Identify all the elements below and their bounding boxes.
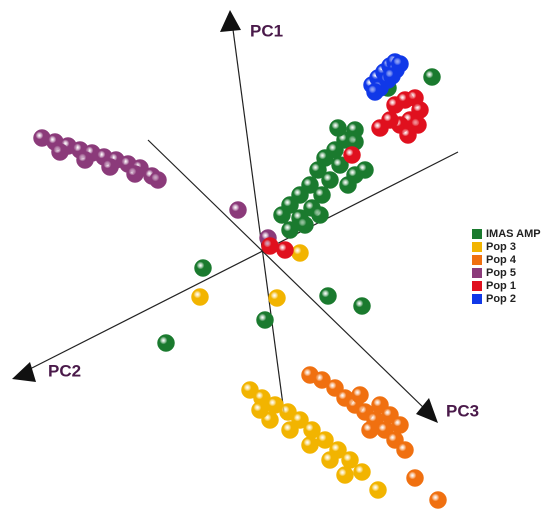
data-point [76, 151, 94, 169]
legend-swatch [472, 294, 482, 304]
data-point [301, 436, 319, 454]
pc2-label: PC2 [48, 361, 81, 380]
data-point [268, 289, 286, 307]
data-point [423, 68, 441, 86]
axes [23, 21, 459, 421]
legend-swatch [472, 281, 482, 291]
data-point [371, 119, 389, 137]
data-point [101, 158, 119, 176]
data-point [331, 156, 349, 174]
data-point [369, 481, 387, 499]
pc2-arrow [12, 362, 36, 382]
data-point [157, 334, 175, 352]
data-point [353, 463, 371, 481]
pc1-arrow [220, 10, 241, 32]
data-point [296, 216, 314, 234]
legend-label: Pop 4 [486, 254, 517, 266]
data-point [396, 441, 414, 459]
data-point [126, 165, 144, 183]
pc1-label: PC1 [250, 21, 283, 40]
legend-swatch [472, 229, 482, 239]
data-point [149, 171, 167, 189]
data-point [313, 186, 331, 204]
data-point [429, 491, 447, 509]
data-point [194, 259, 212, 277]
legend-label: Pop 1 [486, 280, 516, 292]
legend-label: IMAS AMP [486, 228, 541, 240]
data-point [251, 401, 269, 419]
pc1-axis [231, 21, 286, 421]
legend-label: Pop 5 [486, 267, 516, 279]
data-point [361, 421, 379, 439]
data-point [336, 466, 354, 484]
data-point [256, 311, 274, 329]
data-point [319, 287, 337, 305]
data-point [399, 126, 417, 144]
pc3-arrow [416, 398, 438, 423]
data-point [353, 297, 371, 315]
legend-swatch [472, 268, 482, 278]
data-point [321, 171, 339, 189]
data-point [406, 469, 424, 487]
data-point [351, 386, 369, 404]
data-point [366, 83, 384, 101]
data-point [281, 421, 299, 439]
data-point [343, 146, 361, 164]
data-point [291, 244, 309, 262]
data-point [311, 206, 329, 224]
data-point [281, 221, 299, 239]
pc3-axis [147, 139, 429, 413]
data-point [329, 119, 347, 137]
data-point [313, 371, 331, 389]
legend-swatch [472, 255, 482, 265]
data-point [309, 161, 327, 179]
data-point [391, 416, 409, 434]
legend-label: Pop 3 [486, 241, 516, 253]
data-point [191, 288, 209, 306]
legend-label: Pop 2 [486, 293, 516, 305]
data-point [321, 451, 339, 469]
pc3-label: PC3 [446, 401, 479, 420]
points [33, 53, 447, 509]
data-point [391, 55, 409, 73]
data-point [356, 161, 374, 179]
pc2-axis [23, 151, 459, 373]
data-point [273, 206, 291, 224]
data-point [229, 201, 247, 219]
data-point [261, 237, 279, 255]
legend-swatch [472, 242, 482, 252]
data-point [51, 143, 69, 161]
data-point [276, 241, 294, 259]
